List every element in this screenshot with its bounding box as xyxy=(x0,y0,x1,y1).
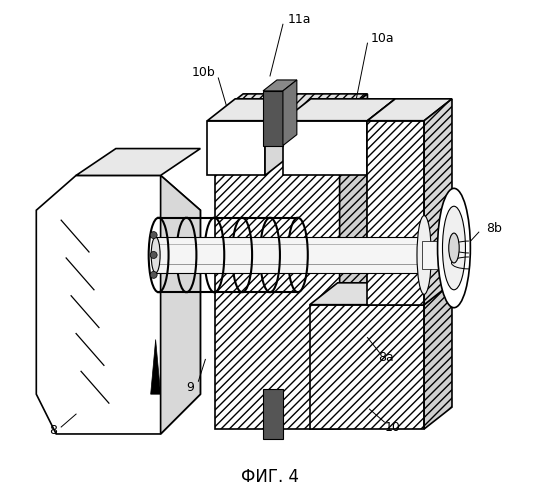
Polygon shape xyxy=(161,176,201,434)
Polygon shape xyxy=(310,304,424,429)
Polygon shape xyxy=(215,94,368,116)
Polygon shape xyxy=(265,99,293,176)
Ellipse shape xyxy=(150,272,157,278)
Ellipse shape xyxy=(438,188,471,308)
Text: 10: 10 xyxy=(384,420,400,434)
Polygon shape xyxy=(368,99,452,120)
Polygon shape xyxy=(422,241,454,269)
Polygon shape xyxy=(76,148,201,176)
Text: 10a: 10a xyxy=(370,32,394,44)
Polygon shape xyxy=(215,116,340,429)
Text: ФИГ. 4: ФИГ. 4 xyxy=(241,468,299,485)
Polygon shape xyxy=(340,94,368,429)
Polygon shape xyxy=(310,283,452,304)
Polygon shape xyxy=(263,91,283,146)
Polygon shape xyxy=(208,99,293,120)
Text: 8b: 8b xyxy=(486,222,502,234)
Polygon shape xyxy=(263,80,297,91)
Ellipse shape xyxy=(150,252,157,258)
Text: 11: 11 xyxy=(270,420,286,434)
Text: 8a: 8a xyxy=(378,351,394,364)
Text: 8: 8 xyxy=(49,424,57,438)
Polygon shape xyxy=(263,389,283,439)
Text: 9: 9 xyxy=(186,380,195,394)
Text: 12: 12 xyxy=(300,244,316,256)
Ellipse shape xyxy=(443,206,466,290)
Ellipse shape xyxy=(417,216,431,294)
Polygon shape xyxy=(151,340,161,394)
Text: 10b: 10b xyxy=(191,66,215,80)
Polygon shape xyxy=(283,120,368,176)
Polygon shape xyxy=(36,176,201,434)
Ellipse shape xyxy=(150,232,157,238)
Polygon shape xyxy=(424,99,452,304)
Polygon shape xyxy=(368,120,424,304)
Polygon shape xyxy=(208,120,265,176)
Text: 11a: 11a xyxy=(288,13,312,26)
Polygon shape xyxy=(283,99,395,120)
Polygon shape xyxy=(368,99,395,176)
Ellipse shape xyxy=(449,233,459,263)
Ellipse shape xyxy=(151,237,160,273)
Polygon shape xyxy=(156,237,424,273)
Polygon shape xyxy=(283,80,297,146)
Polygon shape xyxy=(424,283,452,429)
